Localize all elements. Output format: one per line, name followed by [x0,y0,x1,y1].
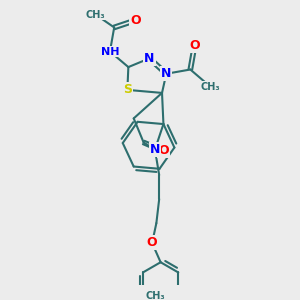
Text: CH₃: CH₃ [86,10,106,20]
Text: CH₃: CH₃ [200,82,220,92]
Text: O: O [189,39,200,52]
Text: N: N [161,67,172,80]
Text: S: S [123,83,132,96]
Text: N: N [144,52,154,65]
Text: O: O [158,145,169,158]
Text: O: O [147,236,158,250]
Text: CH₃: CH₃ [146,291,165,300]
Text: N: N [150,143,160,156]
Text: NH: NH [101,46,119,56]
Text: O: O [130,14,141,27]
